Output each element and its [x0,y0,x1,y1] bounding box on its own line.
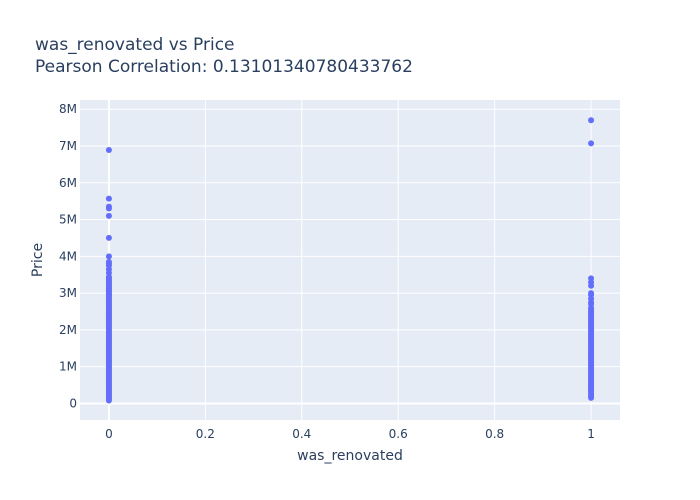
y-tick-label: 3M [59,286,77,300]
y-tick-label: 6M [59,176,77,190]
data-point[interactable] [105,147,112,154]
plot-area[interactable] [80,100,620,420]
grid-lines [80,100,620,420]
data-point[interactable] [588,290,595,297]
x-tick-label: 0.6 [389,427,408,441]
x-tick-label: 0.8 [485,427,504,441]
data-point[interactable] [105,203,112,210]
y-tick-label: 1M [59,360,77,374]
y-tick-label: 5M [59,213,77,227]
data-point[interactable] [105,234,112,241]
y-tick-label: 7M [59,139,77,153]
y-axis-ticks: 0 1M 2M 3M 4M 5M 6M 7M 8M [59,102,77,410]
x-tick-label: 1 [587,427,595,441]
data-point[interactable] [588,117,595,124]
chart-title: was_renovated vs Price Pearson Correlati… [35,35,413,77]
x-axis-title: was_renovated [297,448,403,464]
data-points [105,117,595,404]
data-point[interactable] [105,258,112,265]
y-tick-label: 0 [69,396,77,410]
x-axis-ticks: 0 0.2 0.4 0.6 0.8 1 [105,427,595,441]
data-point[interactable] [588,140,595,147]
y-tick-label: 4M [59,249,77,263]
y-tick-label: 2M [59,323,77,337]
data-point[interactable] [105,253,112,260]
x-tick-label: 0.4 [292,427,311,441]
chart-title-line-1: was_renovated vs Price [35,35,235,55]
chart-title-line-2: Pearson Correlation: 0.13101340780433762 [35,57,413,77]
data-point[interactable] [588,275,595,282]
y-axis-title: Price [30,243,46,277]
x-tick-label: 0.2 [196,427,215,441]
data-point[interactable] [105,212,112,219]
y-tick-label: 8M [59,102,77,116]
x-tick-label: 0 [105,427,113,441]
data-point[interactable] [105,195,112,202]
